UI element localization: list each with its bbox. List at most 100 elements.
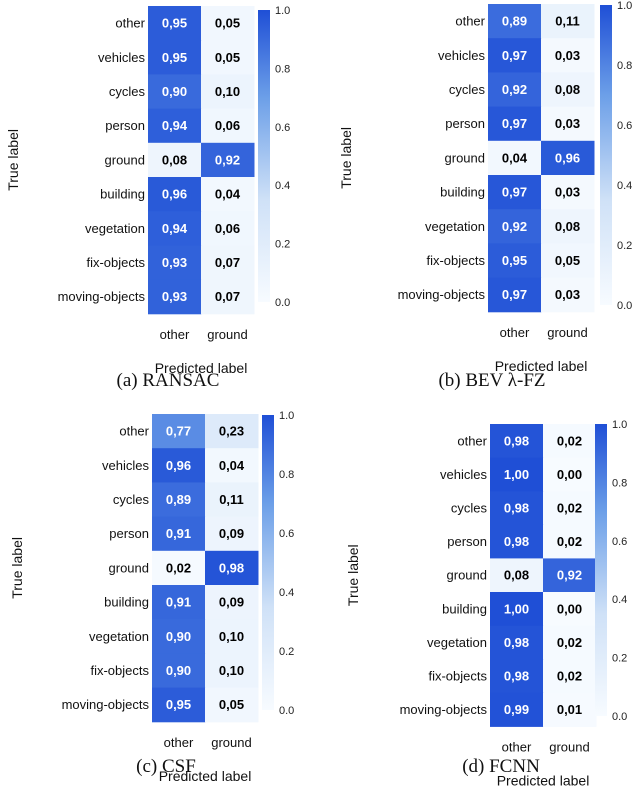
colorbar-tick-label: 0.0	[275, 297, 290, 309]
row-tick-label: ground	[447, 568, 487, 583]
heatmap-cell	[205, 619, 259, 654]
row-tick-label: vehicles	[102, 458, 149, 473]
cell-value-label: 0,04	[215, 187, 241, 202]
row-tick-label: other	[455, 14, 485, 29]
heatmap-cell	[543, 491, 597, 526]
heatmap-cell	[490, 457, 544, 492]
confusion-matrix-panel-3: 0,77 0,23 0,96 0,04 0,89 0,11 0,91 0,09 0,02 0,98…	[9, 410, 294, 784]
row-tick-label: cycles	[109, 84, 146, 99]
cell-value-label: 0,92	[502, 82, 527, 97]
cell-value-label: 0,04	[502, 150, 528, 165]
colorbar-tick-label: 0.2	[612, 653, 627, 665]
row-tick-label: person	[445, 116, 485, 131]
row-tick-label: other	[119, 424, 149, 439]
panel-caption: (c) CSF	[136, 756, 196, 777]
cell-value-label: 0,06	[215, 221, 240, 236]
cell-value-label: 0,92	[502, 219, 527, 234]
row-tick-label: vegetation	[425, 219, 485, 234]
cell-value-label: 0,98	[504, 433, 529, 448]
heatmap-cell	[152, 516, 206, 552]
heatmap-cell	[543, 558, 597, 593]
heatmap-cell	[205, 516, 259, 552]
colorbar	[595, 424, 607, 716]
x-axis-title: Predicted label	[159, 768, 252, 784]
cell-value-label: 0,10	[219, 629, 244, 644]
cell-value-label: 0,07	[215, 255, 240, 270]
cell-value-label: 0,03	[555, 287, 580, 302]
cell-value-label: 0,94	[162, 118, 188, 133]
heatmap-cell	[205, 550, 259, 586]
heatmap-cell	[148, 211, 202, 246]
heatmap-cell	[541, 72, 595, 108]
heatmap-cell	[148, 279, 202, 315]
confusion-matrix-panel-4: 0,98 0,02 1,00 0,00 0,98 0,02 0,98 0,02 0,08 0,92…	[345, 419, 627, 788]
row-tick-label: person	[447, 534, 487, 549]
colorbar-tick-label: 0.6	[612, 536, 627, 548]
cell-value-label: 0,98	[219, 560, 244, 575]
cell-value-label: 0,92	[557, 568, 582, 583]
cell-value-label: 0,99	[504, 702, 529, 717]
cell-value-label: 0,98	[504, 501, 529, 516]
row-tick-label: fix-objects	[428, 669, 487, 684]
column-tick-label: other	[500, 325, 530, 340]
cell-value-label: 0,03	[555, 48, 580, 63]
heatmap-cell	[541, 209, 595, 244]
row-tick-label: building	[104, 595, 149, 610]
heatmap-cell	[488, 140, 542, 176]
cell-value-label: 0,08	[555, 219, 580, 234]
cell-value-label: 1,00	[504, 601, 529, 616]
colorbar-tick-label: 0.4	[612, 594, 627, 606]
heatmap-cell	[488, 38, 542, 73]
row-tick-label: building	[440, 185, 485, 200]
cell-value-label: 0,91	[166, 526, 191, 541]
heatmap-cell	[152, 550, 206, 586]
colorbar-tick-label: 1.0	[612, 419, 627, 431]
cell-value-label: 0,96	[555, 150, 580, 165]
cell-value-label: 0,04	[219, 458, 245, 473]
cell-value-label: 0,06	[215, 118, 240, 133]
cell-value-label: 0,11	[555, 14, 580, 29]
row-tick-label: person	[109, 526, 149, 541]
row-tick-label: person	[105, 118, 145, 133]
colorbar	[600, 5, 612, 305]
heatmap-cell	[205, 687, 259, 723]
heatmap-cell	[541, 106, 595, 142]
cell-value-label: 0,96	[166, 458, 191, 473]
colorbar-tick-label: 0.8	[612, 477, 627, 489]
row-tick-label: other	[115, 16, 145, 31]
heatmap-cell	[541, 140, 595, 176]
heatmap-cell	[543, 424, 597, 459]
column-tick-label: other	[502, 739, 532, 754]
heatmap-cell	[201, 142, 255, 178]
cell-value-label: 0,94	[162, 221, 188, 236]
cell-value-label: 0,01	[557, 702, 582, 717]
heatmap-cell	[490, 491, 544, 526]
colorbar-tick-label: 1.0	[275, 5, 290, 17]
row-tick-label: building	[442, 601, 487, 616]
heatmap-cell	[488, 72, 542, 108]
column-tick-label: ground	[211, 735, 251, 750]
cell-value-label: 0,77	[166, 424, 191, 439]
confusion-matrix-panel-2: 0,89 0,11 0,97 0,03 0,92 0,08 0,97 0,03 0,04 0,96…	[338, 0, 632, 391]
colorbar	[262, 415, 274, 710]
colorbar-tick-label: 0.2	[279, 646, 294, 658]
heatmap-cell	[152, 687, 206, 723]
heatmap-cell	[490, 524, 544, 559]
heatmap-cell	[205, 414, 259, 449]
row-tick-label: fix-objects	[426, 253, 485, 268]
row-tick-label: cycles	[451, 501, 488, 516]
x-axis-title: Predicted label	[495, 358, 588, 374]
heatmap-cell	[543, 592, 597, 627]
x-axis-title: Predicted label	[497, 772, 590, 788]
colorbar-tick-label: 0.0	[617, 300, 632, 312]
colorbar-tick-label: 0.2	[275, 239, 290, 251]
heatmap-cell	[148, 40, 202, 75]
colorbar-tick-label: 0.8	[275, 63, 290, 75]
heatmap-cell	[205, 482, 259, 518]
colorbar	[258, 10, 270, 302]
colorbar-tick-label: 0.4	[275, 180, 290, 192]
heatmap-cell	[201, 177, 255, 212]
cell-value-label: 0,95	[162, 16, 187, 31]
colorbar-tick-label: 0.0	[612, 711, 627, 723]
row-tick-label: moving-objects	[398, 287, 486, 302]
